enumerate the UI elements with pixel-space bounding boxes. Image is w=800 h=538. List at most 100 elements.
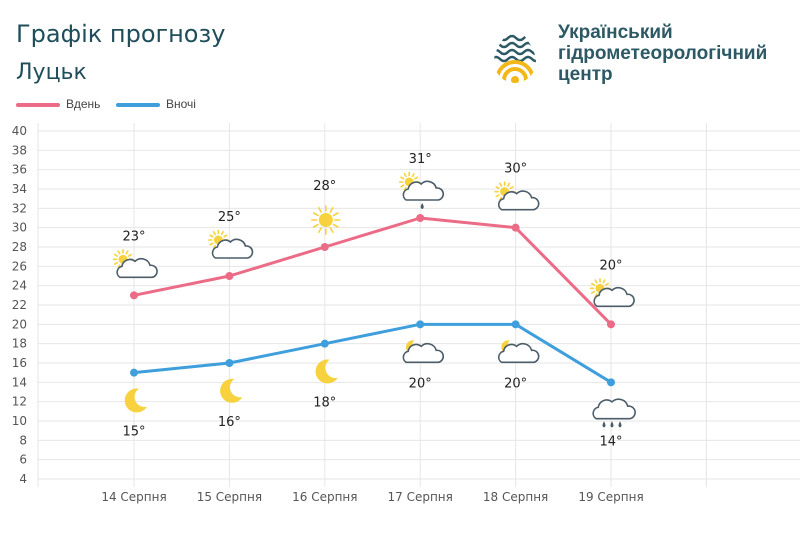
cloud-shape [497,342,540,364]
y-tick-label: 10 [12,414,27,428]
cloud-shape [402,180,445,201]
y-tick-label: 6 [19,453,27,467]
moon-cloud-icon [402,340,445,364]
rain-drop [610,421,614,428]
y-tick-label: 20 [12,317,27,331]
series-line-day [133,216,613,326]
sun-ray [312,223,319,228]
sun-icon [310,205,341,235]
legend-swatch-day [16,103,60,107]
cloud-shape [593,286,635,308]
value-label-day: 20° [599,258,622,273]
y-tick-label: 40 [12,124,27,138]
value-label-day: 25° [218,210,241,225]
data-point-day [511,223,520,232]
value-label-night: 20° [409,376,432,391]
y-tick-label: 26 [12,259,27,273]
y-tick-label: 18 [12,337,27,351]
value-label-day: 28° [313,179,336,194]
moon-cloud-icon [497,340,540,364]
sun-disc [318,213,333,227]
x-tick-label: 18 Серпня [483,490,548,504]
value-label-night: 20° [504,376,527,391]
x-tick-label: 14 Серпня [101,490,166,504]
rain-drop [420,203,424,209]
value-labels: 23° 25° 28° 31° 30° 20° 15° 16° 18° 20° 20° 14° [122,152,622,449]
drop-logo-icon [494,23,536,83]
sun-ray [329,226,334,233]
legend-swatch-night [116,103,160,107]
sun-ray [495,194,500,198]
moon-shape [315,359,338,384]
sun-ray [125,250,129,255]
x-tick-label: 16 Серпня [292,490,357,504]
sun-ray [317,226,323,233]
series-points [130,214,615,387]
sun-ray [509,186,514,190]
data-point-day [416,214,425,222]
partly-cloudy-icon [208,229,254,259]
y-tick-label: 30 [12,221,27,235]
x-tick-label: 15 Серпня [197,490,262,504]
data-point-night [130,368,138,377]
moon-icon [315,359,338,384]
legend-label-night: Вночі [166,97,196,111]
sun-ray [212,230,216,236]
sun-ray [209,242,214,246]
x-tick-label: 17 Серпня [388,490,453,504]
sun-ray [594,279,598,284]
cloud-shape [116,257,158,279]
value-label-night: 15° [122,425,145,440]
value-label-day: 31° [409,152,432,167]
y-tick-label: 12 [12,395,27,409]
data-point-night [511,320,520,329]
data-point-day [130,291,138,300]
data-point-day [320,243,329,251]
data-point-day [225,272,234,280]
sun-ray [113,261,119,265]
rain-cloud-icon [592,398,636,428]
sun-ray [117,250,121,255]
logo-line-1: Український [558,22,673,43]
sun-ray [400,176,405,180]
moon-shape [124,388,147,413]
value-label-night: 16° [218,415,241,430]
partly-cloudy-rain-icon [398,171,445,209]
y-tick-label: 36 [12,163,27,177]
x-tick-label: 19 Серпня [578,490,643,504]
y-axis-ticks: 4 6 8 10 12 14 16 18 20 22 24 26 28 30 32 34 36 38 40 [12,124,27,486]
y-tick-label: 38 [12,143,27,157]
sun-ray [604,282,610,286]
x-axis-ticks: 14 Серпня 15 Серпня 16 Серпня 17 Серпня 18 С… [101,490,643,504]
sun-ray [403,172,407,178]
sun-ray [602,279,606,284]
data-point-night [607,378,615,387]
partly-cloudy-icon [112,249,158,279]
moon-icon [124,388,147,413]
moon-icon [220,378,243,403]
data-point-day [607,320,615,329]
y-tick-label: 32 [12,201,27,215]
sun-ray [127,253,133,257]
y-tick-label: 16 [12,356,27,370]
y-tick-label: 22 [12,298,27,312]
value-label-day: 30° [504,162,527,177]
cloud-shape [211,238,254,259]
logo-line-3: центр [558,64,613,85]
partly-cloudy-icon [494,181,540,211]
data-point-night [225,359,234,367]
chart-grid [37,123,800,487]
legend-label-day: Вдень [66,97,101,111]
chart-title: Графік прогнозу [16,20,226,48]
y-tick-label: 8 [19,433,27,447]
sun-ray [332,212,339,217]
sun-ray [414,176,419,180]
logo-line-2: гідрометеорологічний [558,43,768,64]
cloud-shape [497,190,540,211]
sun-ray [411,172,415,178]
sun-ray [317,207,323,214]
sun-ray [312,212,319,217]
rain-drop [618,421,622,428]
weather-icons [112,171,636,428]
